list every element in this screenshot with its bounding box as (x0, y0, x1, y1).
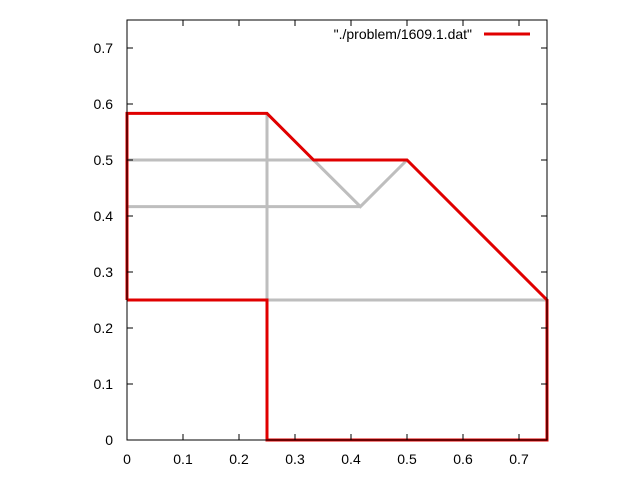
y-tick-label: 0.5 (94, 152, 114, 168)
plot-frame (126, 19, 548, 441)
y-tick-label: 0 (105, 432, 113, 448)
legend-label: "./problem/1609.1.dat" (334, 26, 472, 42)
y-tick-label: 0.6 (94, 96, 114, 112)
y-tick-label: 0.3 (94, 264, 114, 280)
y-tick-label: 0.2 (94, 320, 114, 336)
x-tick-label: 0.3 (285, 451, 305, 467)
y-tick-label: 0.7 (94, 40, 114, 56)
x-axis: 0 0.1 0.2 0.3 0.4 0.5 0.6 0.7 (123, 20, 529, 467)
x-tick-label: 0.4 (341, 451, 361, 467)
x-tick-label: 0.1 (173, 451, 193, 467)
x-tick-label: 0.7 (509, 451, 529, 467)
y-tick-label: 0.1 (94, 376, 114, 392)
series-outline (125, 111, 549, 442)
partition-line (312, 158, 409, 209)
inner-partition-lines (127, 113, 547, 302)
series-line (125, 111, 549, 442)
y-tick-label: 0.4 (94, 208, 114, 224)
x-tick-label: 0.5 (397, 451, 417, 467)
legend: "./problem/1609.1.dat" (334, 26, 530, 42)
x-tick-label: 0 (123, 451, 131, 467)
x-tick-label: 0.2 (229, 451, 249, 467)
y-axis: 0 0.1 0.2 0.3 0.4 0.5 0.6 0.7 (94, 40, 547, 448)
x-tick-label: 0.6 (453, 451, 473, 467)
